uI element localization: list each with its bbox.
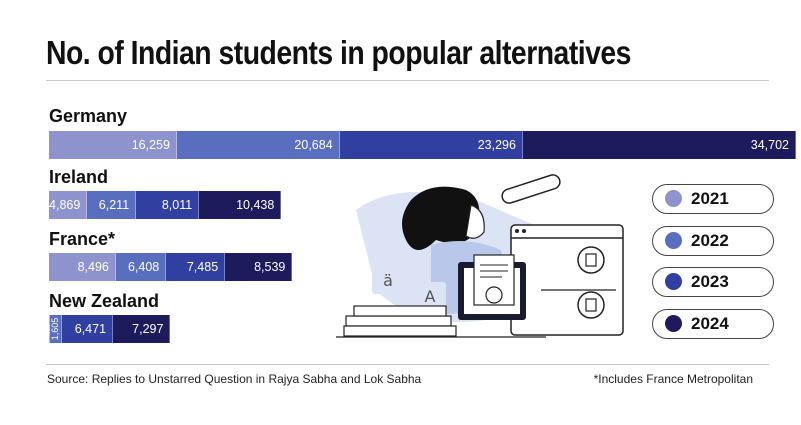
legend-item-2021: 2021 bbox=[652, 184, 774, 214]
data-label-new-zealand-2023: 6,471 bbox=[74, 322, 107, 336]
bar-segment-new-zealand-2023: 6,471 bbox=[62, 315, 114, 343]
data-label-ireland-2023: 8,011 bbox=[161, 198, 193, 212]
country-label-france: France* bbox=[49, 229, 116, 249]
legend-label-2023: 2023 bbox=[691, 272, 729, 291]
title-divider bbox=[46, 80, 769, 81]
country-label-new-zealand: New Zealand bbox=[49, 291, 160, 311]
data-label-new-zealand-2022: 1,605 bbox=[50, 317, 61, 341]
legend-swatch-2021 bbox=[665, 190, 682, 207]
bar-segment-ireland-2024: 10,438 bbox=[199, 191, 282, 219]
data-label-new-zealand-2024: 7,297 bbox=[132, 322, 164, 336]
legend-swatch-2023 bbox=[665, 273, 682, 290]
legend-label-2021: 2021 bbox=[691, 189, 729, 208]
bar-segment-france-2024: 8,539 bbox=[225, 253, 293, 281]
data-label-germany-2022: 20,684 bbox=[294, 138, 333, 152]
bar-segment-ireland-2023: 8,011 bbox=[136, 191, 200, 219]
footnote: *Includes France Metropolitan bbox=[593, 372, 753, 386]
bar-segment-ireland-2022: 6,211 bbox=[87, 191, 137, 219]
bar-segment-france-2021: 8,496 bbox=[49, 253, 116, 281]
svg-text:ä: ä bbox=[383, 271, 393, 290]
bar-segment-new-zealand-2024: 7,297 bbox=[113, 315, 171, 343]
legend-item-2022: 2022 bbox=[652, 226, 774, 256]
student-study-illustration: ä A bbox=[336, 174, 624, 338]
data-label-france-2022: 6,408 bbox=[127, 260, 160, 274]
legend-label-2022: 2022 bbox=[691, 231, 729, 250]
bar-segment-france-2022: 6,408 bbox=[115, 253, 167, 281]
bar-segment-france-2023: 7,485 bbox=[166, 253, 226, 281]
data-label-ireland-2024: 10,438 bbox=[236, 198, 275, 212]
bar-segment-germany-2023: 23,296 bbox=[339, 131, 523, 159]
legend-label-2024: 2024 bbox=[691, 314, 729, 333]
country-label-germany: Germany bbox=[49, 106, 128, 126]
bar-segment-germany-2022: 20,684 bbox=[176, 131, 340, 159]
bar-segment-ireland-2021: 4,869 bbox=[49, 191, 88, 219]
data-label-germany-2023: 23,296 bbox=[477, 138, 516, 152]
svg-text:A: A bbox=[425, 287, 436, 306]
data-label-germany-2024: 34,702 bbox=[750, 138, 789, 152]
source-note: Source: Replies to Unstarred Question in… bbox=[47, 372, 422, 386]
bar-segment-new-zealand-2022: 1,605 bbox=[49, 315, 63, 343]
footer-divider bbox=[46, 364, 769, 365]
legend-item-2023: 2023 bbox=[652, 267, 774, 297]
data-label-ireland-2021: 4,869 bbox=[49, 198, 81, 212]
data-label-ireland-2022: 6,211 bbox=[98, 198, 130, 212]
data-label-france-2024: 8,539 bbox=[254, 260, 286, 274]
bar-segment-germany-2021: 16,259 bbox=[49, 131, 177, 159]
data-label-france-2023: 7,485 bbox=[186, 260, 219, 274]
data-label-germany-2021: 16,259 bbox=[131, 138, 170, 152]
data-label-france-2021: 8,496 bbox=[77, 260, 109, 274]
chart-title: No. of Indian students in popular altern… bbox=[46, 34, 631, 71]
country-label-ireland: Ireland bbox=[49, 167, 109, 187]
legend-swatch-2022 bbox=[665, 232, 682, 249]
bar-segment-germany-2024: 34,702 bbox=[522, 131, 796, 159]
legend-swatch-2024 bbox=[665, 315, 682, 332]
legend-item-2024: 2024 bbox=[652, 309, 774, 339]
